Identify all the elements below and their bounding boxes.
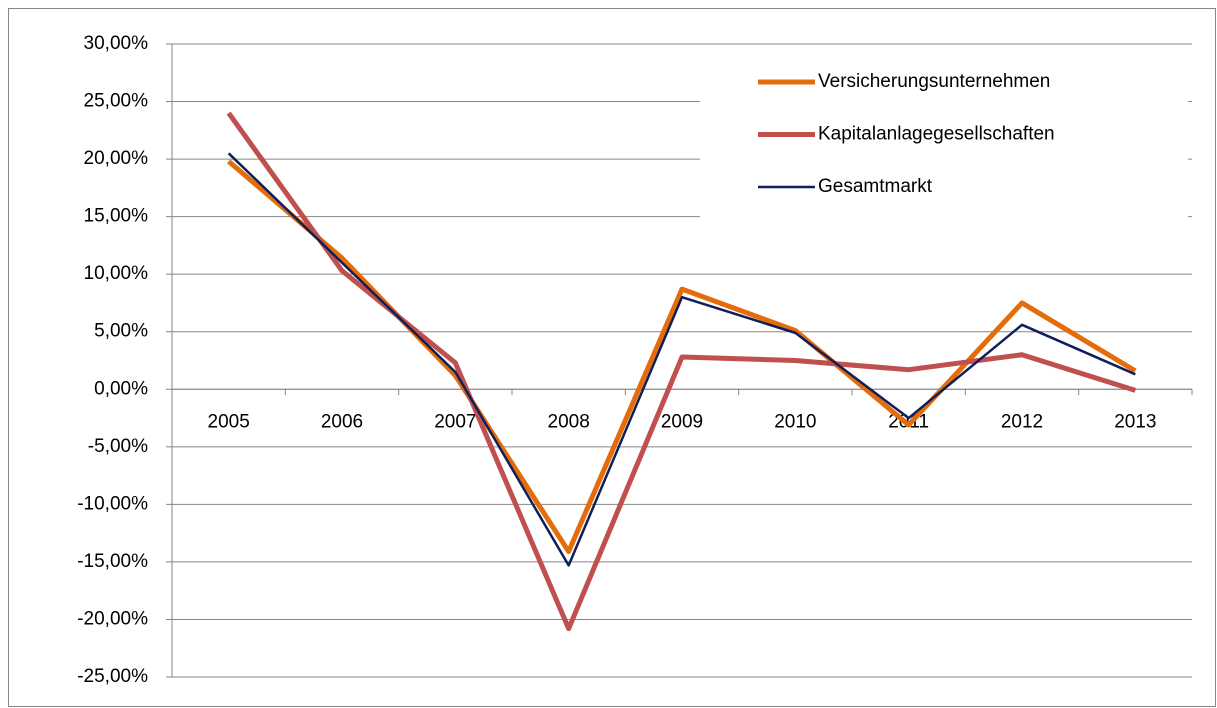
y-tick-label: -25,00%	[77, 666, 148, 687]
series-line	[227, 152, 1136, 567]
x-tick-label: 2009	[661, 411, 703, 432]
x-tick-label: 2013	[1114, 411, 1156, 432]
y-tick-label: 10,00%	[84, 263, 149, 284]
x-tick-label: 2007	[434, 411, 476, 432]
x-tick-label: 2005	[208, 411, 250, 432]
legend-label: Kapitalanlagegesellschaften	[818, 124, 1055, 145]
y-tick-label: 30,00%	[84, 33, 149, 54]
y-tick-label: -20,00%	[77, 608, 148, 629]
legend-label: Versicherungsunternehmen	[818, 71, 1050, 92]
series-line	[227, 159, 1137, 555]
y-tick-label: 0,00%	[94, 378, 148, 399]
x-tick-label: 2006	[321, 411, 363, 432]
y-tick-label: -5,00%	[88, 436, 148, 457]
x-tick-label: 2012	[1001, 411, 1043, 432]
y-tick-label: 15,00%	[84, 206, 149, 227]
x-tick-label: 2008	[548, 411, 590, 432]
legend-background	[700, 58, 1188, 218]
y-tick-label: 20,00%	[84, 148, 149, 169]
series-line	[226, 111, 1137, 632]
y-tick-label: -15,00%	[77, 551, 148, 572]
x-tick-label: 2010	[774, 411, 816, 432]
y-tick-label: 5,00%	[94, 321, 148, 342]
y-tick-label: -10,00%	[77, 493, 148, 514]
legend-label: Gesamtmarkt	[818, 176, 933, 197]
y-tick-label: 25,00%	[84, 91, 149, 112]
